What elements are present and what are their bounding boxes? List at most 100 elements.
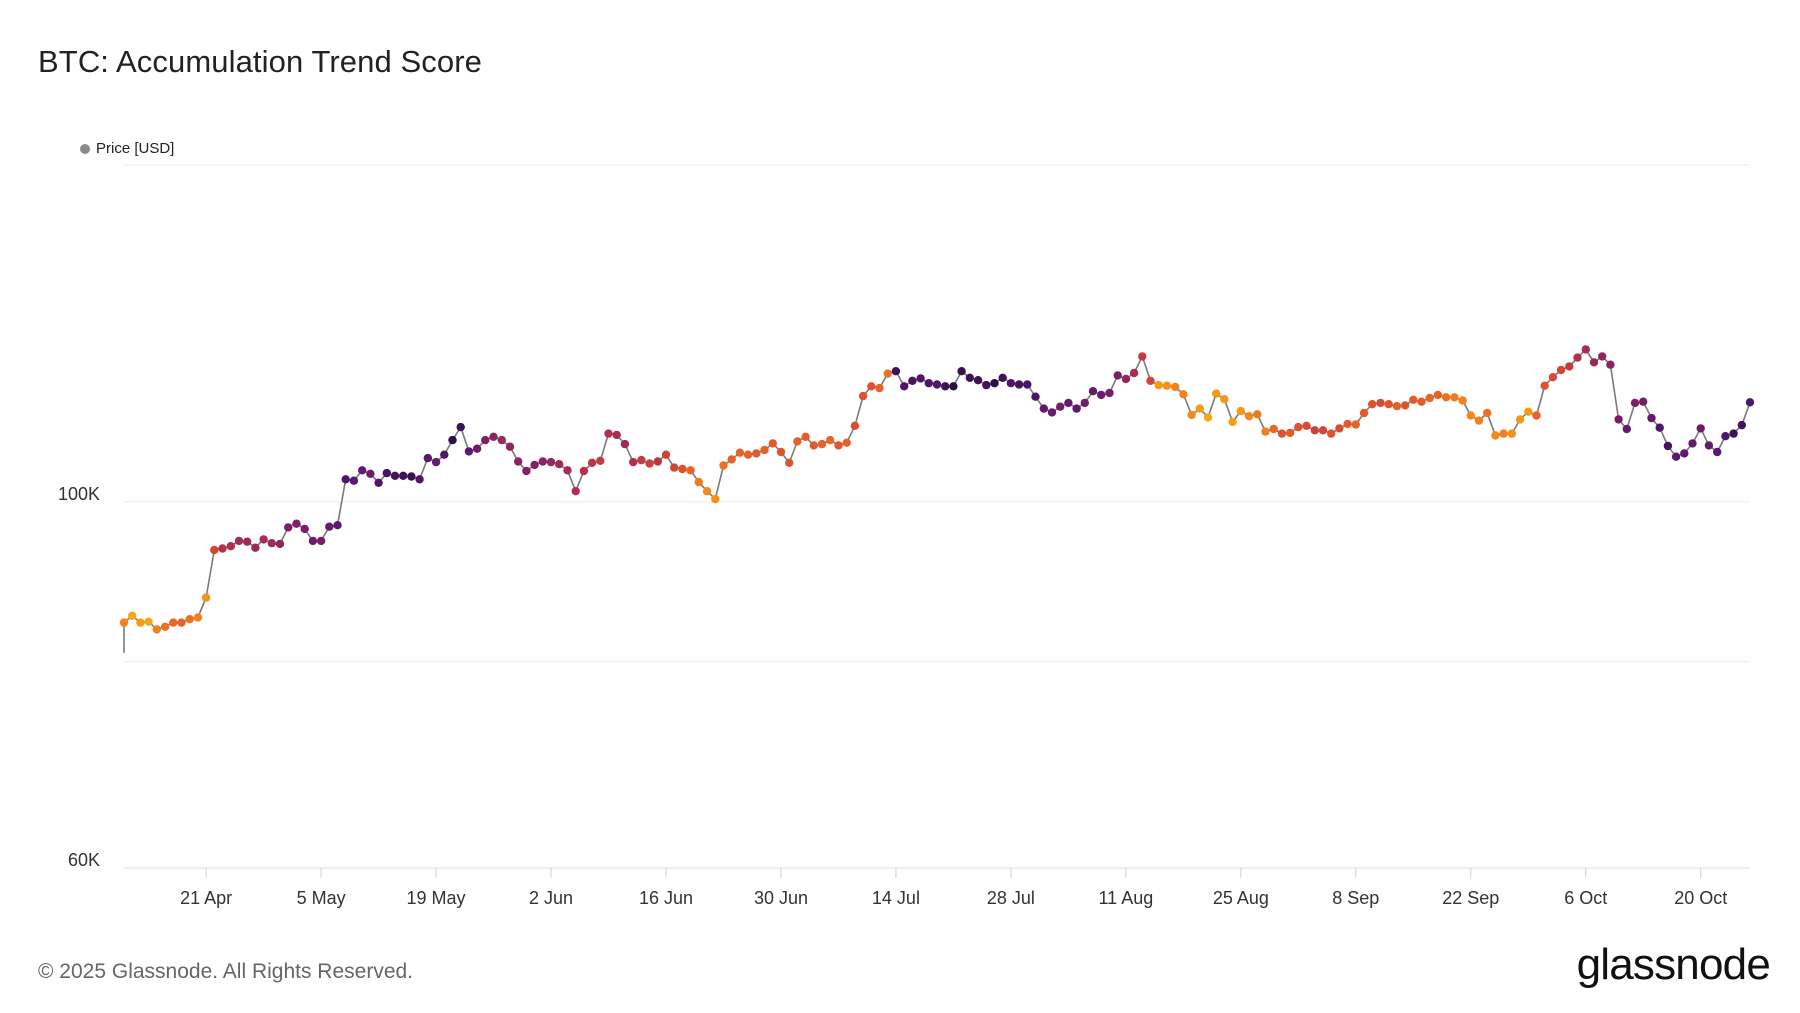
price-point <box>1360 409 1368 417</box>
price-point <box>259 535 267 543</box>
price-point <box>424 454 432 462</box>
price-point <box>235 537 243 545</box>
price-point <box>670 463 678 471</box>
price-point <box>465 447 473 455</box>
price-point <box>999 374 1007 382</box>
price-point <box>1114 371 1122 379</box>
price-point <box>596 457 604 465</box>
price-point <box>1278 429 1286 437</box>
price-point <box>1385 400 1393 408</box>
price-chart[interactable]: 60K 100K 21 Apr 5 May 19 May 2 Jun 16 Jun 30 J… <box>0 0 1800 960</box>
price-point <box>1442 393 1450 401</box>
price-point <box>301 525 309 533</box>
price-point <box>629 458 637 466</box>
y-tick-label: 60K <box>68 850 100 870</box>
price-point <box>555 460 563 468</box>
price-point <box>1187 411 1195 419</box>
price-point <box>1015 380 1023 388</box>
price-point <box>711 495 719 503</box>
price-point <box>342 475 350 483</box>
price-point <box>1376 399 1384 407</box>
price-point <box>1179 390 1187 398</box>
price-point <box>843 439 851 447</box>
price-point <box>210 546 218 554</box>
x-tick-label: 5 May <box>297 888 346 908</box>
copyright-notice: © 2025 Glassnode. All Rights Reserved. <box>38 960 413 984</box>
x-tick-label: 14 Jul <box>872 888 920 908</box>
price-point <box>769 439 777 447</box>
price-point <box>1122 375 1130 383</box>
price-point <box>186 615 194 623</box>
price-point <box>374 479 382 487</box>
price-point <box>925 379 933 387</box>
price-point <box>144 618 152 626</box>
price-point <box>473 445 481 453</box>
price-point <box>1040 404 1048 412</box>
price-point <box>982 381 990 389</box>
price-point <box>1573 353 1581 361</box>
price-point <box>1565 362 1573 370</box>
price-point <box>1138 352 1146 360</box>
price-point <box>645 459 653 467</box>
price-point <box>572 487 580 495</box>
x-tick-label: 19 May <box>407 888 466 908</box>
price-point <box>1327 429 1335 437</box>
price-point <box>662 451 670 459</box>
price-point <box>227 542 235 550</box>
price-point <box>892 367 900 375</box>
price-point <box>325 523 333 531</box>
price-point <box>1614 415 1622 423</box>
y-axis: 60K100K <box>58 484 100 870</box>
price-point <box>1458 396 1466 404</box>
price-point <box>1656 424 1664 432</box>
price-point <box>1664 442 1672 450</box>
x-tick-label: 16 Jun <box>639 888 693 908</box>
price-point <box>1286 429 1294 437</box>
x-tick-label: 30 Jun <box>754 888 808 908</box>
price-point <box>1155 381 1163 389</box>
price-point <box>563 466 571 474</box>
price-point <box>1130 369 1138 377</box>
price-point <box>1401 401 1409 409</box>
price-point <box>818 440 826 448</box>
x-tick-label: 8 Sep <box>1332 888 1379 908</box>
price-point <box>407 472 415 480</box>
price-point <box>1023 380 1031 388</box>
price-point <box>317 537 325 545</box>
price-point <box>1738 421 1746 429</box>
price-point <box>169 618 177 626</box>
price-point <box>1409 396 1417 404</box>
price-point <box>1212 389 1220 397</box>
price-point <box>1532 411 1540 419</box>
price-point <box>276 540 284 548</box>
price-point <box>908 377 916 385</box>
price-point <box>251 544 259 552</box>
price-point <box>1499 429 1507 437</box>
price-point <box>1220 395 1228 403</box>
price-point <box>539 457 547 465</box>
price-point <box>284 523 292 531</box>
price-point <box>1557 366 1565 374</box>
price-point <box>1343 420 1351 428</box>
price-point <box>884 369 892 377</box>
price-point <box>810 441 818 449</box>
price-point <box>161 623 169 631</box>
price-point <box>654 457 662 465</box>
x-tick-label: 22 Sep <box>1442 888 1499 908</box>
price-point <box>604 429 612 437</box>
price-point <box>826 436 834 444</box>
price-point <box>703 487 711 495</box>
price-point <box>1352 420 1360 428</box>
price-point <box>547 458 555 466</box>
price-point <box>1253 410 1261 418</box>
price-point <box>719 461 727 469</box>
price-point <box>1072 404 1080 412</box>
price-point <box>128 612 136 620</box>
price-point <box>752 449 760 457</box>
price-point <box>1204 413 1212 421</box>
price-point <box>1434 391 1442 399</box>
price-point <box>1516 415 1524 423</box>
glassnode-logo[interactable]: glassnode <box>1577 940 1770 990</box>
price-point <box>916 374 924 382</box>
price-point <box>580 467 588 475</box>
